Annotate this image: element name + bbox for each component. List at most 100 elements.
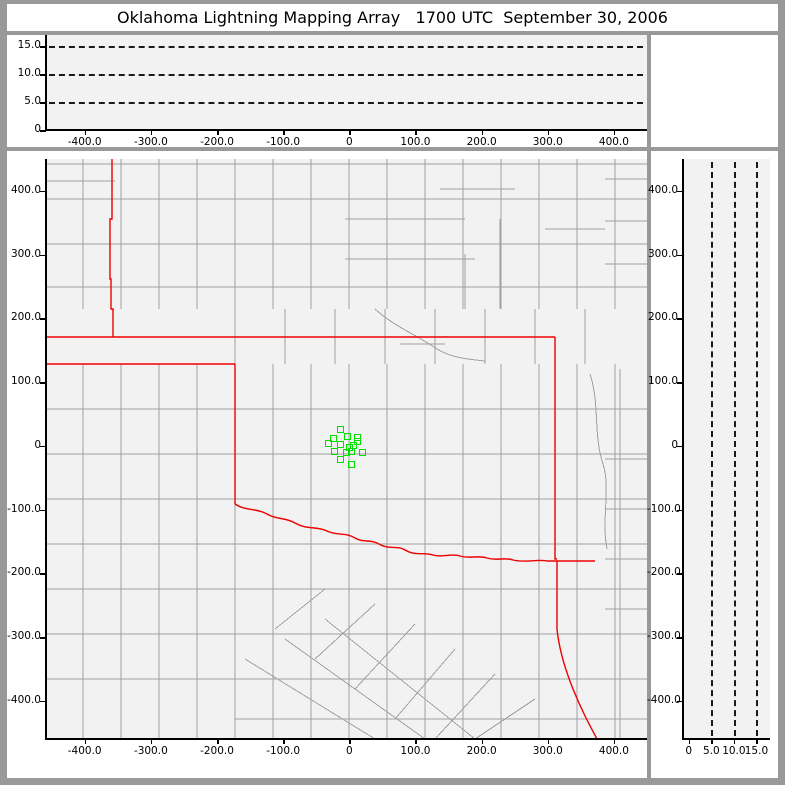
right-panel-gridline <box>711 162 714 736</box>
lightning-source-marker <box>348 448 356 456</box>
top-panel-y-tick-label: 15.0 <box>17 39 41 52</box>
top-panel-y-tick-label: 10.0 <box>17 67 41 80</box>
map-x-tick-label: 0 <box>345 745 353 757</box>
top-panel-x-tick-label: 100.0 <box>400 136 431 148</box>
right-panel-y-tick-label: 0 <box>671 438 678 451</box>
map-y-tick <box>40 382 46 384</box>
top-panel-x-tick <box>547 130 550 135</box>
top-panel-x-tick <box>613 130 616 135</box>
right-panel-y-tick-label: 200.0 <box>647 311 678 324</box>
map-y-tick <box>40 509 46 512</box>
right-panel-y-tick <box>677 382 683 384</box>
top-panel-y-tick-label: 0 <box>34 123 41 135</box>
plan-view-map-panel: 400.0 300.0 200.0 100.0 0 -100.0 -200.0 -300.0 -… <box>7 151 647 778</box>
map-x-tick <box>481 739 484 744</box>
top-panel-x-tick-label: 200.0 <box>466 136 497 148</box>
top-panel-gridline <box>49 74 643 77</box>
lightning-source-marker <box>331 448 339 456</box>
map-y-tick <box>40 254 46 257</box>
top-panel-x-tick <box>349 130 351 135</box>
right-panel-y-tick <box>677 509 683 512</box>
altitude-vs-north-south-plot-area[interactable] <box>682 159 770 739</box>
top-panel-y-tick <box>40 130 46 132</box>
right-panel-x-tick <box>733 739 736 744</box>
map-x-tick-label: 400.0 <box>598 745 629 757</box>
map-boundaries <box>45 159 647 739</box>
map-x-tick-label: -200.0 <box>200 745 234 757</box>
blank-panel <box>651 35 778 147</box>
plan-view-map-plot-area[interactable] <box>45 159 647 739</box>
lightning-source-marker <box>336 441 344 449</box>
map-y-tick <box>40 318 46 320</box>
right-panel-y-tick <box>677 254 683 257</box>
top-panel-x-tick-label: -300.0 <box>133 136 168 148</box>
map-x-tick-label: 200.0 <box>466 745 497 757</box>
map-y-tick <box>40 445 46 448</box>
map-x-tick-label: -100.0 <box>266 745 301 757</box>
map-x-tick <box>217 739 219 744</box>
right-panel-x-tick-label: 15.0 <box>744 745 769 757</box>
map-y-tick-label: -300.0 <box>7 630 41 643</box>
map-x-tick-label: 100.0 <box>400 745 431 757</box>
lightning-source-marker <box>353 434 361 442</box>
top-panel-x-tick <box>217 130 219 135</box>
state-boundary-lines <box>45 159 598 739</box>
top-panel-y-tick <box>40 46 46 48</box>
altitude-vs-east-west-panel: 0 5.0 10.0 15.0 -400.0 -300.0 -200.0 -100.0 0 10… <box>7 35 647 148</box>
right-panel-y-tick <box>677 700 683 703</box>
map-x-tick-label: -400.0 <box>67 745 102 757</box>
map-y-tick <box>40 700 46 703</box>
lightning-source-marker <box>325 440 333 448</box>
title-bar: Oklahoma Lightning Mapping Array 1700 UT… <box>7 4 778 31</box>
map-y-tick <box>40 573 46 575</box>
altitude-vs-east-west-plot-area[interactable] <box>45 35 647 130</box>
map-x-tick <box>415 739 417 744</box>
map-y-axis-line <box>45 159 47 739</box>
lightning-source-marker <box>329 434 337 442</box>
map-y-tick <box>40 190 46 193</box>
lightning-source-marker <box>343 432 351 440</box>
right-panel-y-tick <box>677 573 683 575</box>
top-panel-x-tick-label: -100.0 <box>266 136 301 148</box>
lightning-source-marker <box>336 456 344 464</box>
map-y-tick-label: 300.0 <box>10 247 41 260</box>
right-panel-y-tick-label: -200.0 <box>647 566 681 579</box>
map-y-tick-label: 0 <box>34 438 41 451</box>
top-panel-x-tick-label: -400.0 <box>67 136 102 148</box>
map-x-tick-label: -300.0 <box>133 745 168 757</box>
right-panel-y-tick-label: 100.0 <box>647 375 678 388</box>
map-x-tick <box>547 739 550 744</box>
page-title: Oklahoma Lightning Mapping Array 1700 UT… <box>117 8 668 27</box>
map-x-tick <box>349 739 351 744</box>
right-panel-y-tick-label: -300.0 <box>647 630 681 643</box>
right-panel-gridline <box>733 162 736 736</box>
right-panel-x-tick <box>711 739 713 744</box>
top-panel-x-tick-label: 300.0 <box>532 136 563 148</box>
map-y-tick-label: -200.0 <box>7 566 41 579</box>
top-panel-x-tick-label: 400.0 <box>598 136 629 148</box>
map-y-tick-label: 100.0 <box>10 375 41 388</box>
map-x-tick-label: 300.0 <box>532 745 563 757</box>
lightning-source-marker <box>336 426 344 434</box>
map-y-tick <box>40 637 46 639</box>
top-panel-x-tick <box>415 130 417 135</box>
map-y-tick-label: -100.0 <box>7 502 41 515</box>
map-x-tick <box>613 739 616 744</box>
right-panel-y-tick <box>677 318 683 320</box>
map-y-tick-label: -400.0 <box>7 693 41 706</box>
right-panel-y-tick <box>677 637 683 639</box>
right-panel-x-tick <box>756 739 758 744</box>
map-y-tick-label: 400.0 <box>10 183 41 196</box>
top-panel-gridline <box>49 102 643 105</box>
lightning-source-marker <box>347 460 355 468</box>
top-panel-x-axis-line <box>45 129 647 131</box>
right-panel-y-tick-label: -100.0 <box>647 502 681 515</box>
right-panel-x-tick-label: 10.0 <box>722 745 746 757</box>
right-panel-y-tick <box>677 190 683 193</box>
map-x-tick <box>283 739 285 744</box>
right-panel-y-tick-label: 300.0 <box>647 247 678 260</box>
top-panel-y-tick <box>40 74 46 76</box>
right-panel-x-tick-label: 0 <box>685 745 693 757</box>
altitude-vs-north-south-panel: 400.0 300.0 200.0 100.0 0 -100.0 -200.0 -300.0 -… <box>647 151 778 778</box>
right-panel-y-axis-line <box>682 159 684 739</box>
